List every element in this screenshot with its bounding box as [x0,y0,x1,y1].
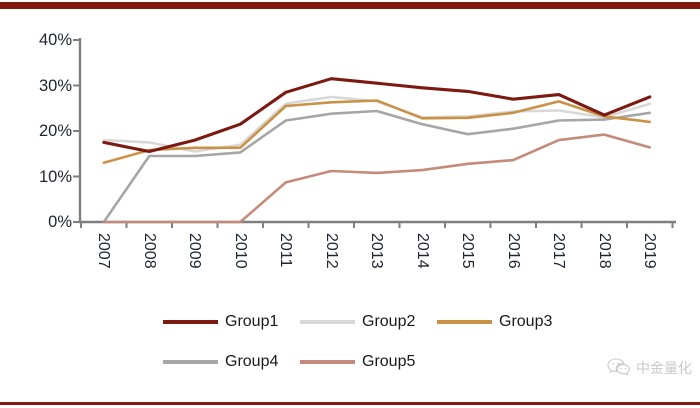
legend-label: Group2 [362,313,416,330]
x-axis-label: 2016 [504,233,522,269]
legend-item-group2: Group2 [300,313,437,331]
legend-swatch-group1 [163,320,218,324]
series-line-group5 [102,133,652,224]
legend-item-group4: Group4 [163,353,300,371]
x-axis-label: 2018 [595,233,613,269]
legend-item-group3: Group3 [437,313,574,331]
y-axis-label: 40% [38,31,72,49]
legend-item-group1: Group1 [163,313,300,331]
series-line-group1 [102,77,652,154]
series-line-group4 [102,109,652,224]
legend-item-group5: Group5 [300,353,437,371]
y-axis-label: 20% [38,122,72,140]
legend-label: Group4 [225,353,279,370]
x-axis-label: 2010 [231,233,249,269]
y-axis-label: 0% [48,213,72,231]
x-axis-label: 2012 [322,233,340,269]
x-axis-label: 2009 [186,233,204,269]
legend-swatch-group4 [163,360,218,364]
x-axis-label: 2011 [277,233,295,268]
x-axis-label: 2008 [140,233,158,269]
series-line-group3 [102,99,652,165]
legend-swatch-group2 [300,320,355,324]
x-axis-label: 2013 [368,233,386,269]
legend-label: Group3 [499,313,553,330]
x-axis-label: 2019 [641,233,659,269]
x-axis-label: 2015 [459,233,477,269]
legend-swatch-group5 [300,360,355,364]
x-axis-label: 2007 [95,233,113,269]
legend-swatch-group3 [437,320,492,324]
wechat-icon [607,358,630,376]
chart-legend: Group1 Group2 Group3 Group4 Group5 [163,312,574,392]
watermark-text: 中金量化 [636,360,692,376]
x-axis-label: 2017 [550,233,568,269]
x-axis-label: 2014 [413,233,431,269]
legend-row: Group4 Group5 [163,352,574,372]
y-axis-label: 10% [38,167,72,186]
legend-row: Group1 Group2 Group3 [163,312,574,332]
bottom-accent-bar [0,402,700,405]
top-accent-bar [0,2,700,9]
legend-label: Group5 [362,353,416,370]
watermark: 中金量化 [607,358,692,378]
y-axis-label: 30% [38,76,72,95]
legend-label: Group1 [225,313,279,330]
